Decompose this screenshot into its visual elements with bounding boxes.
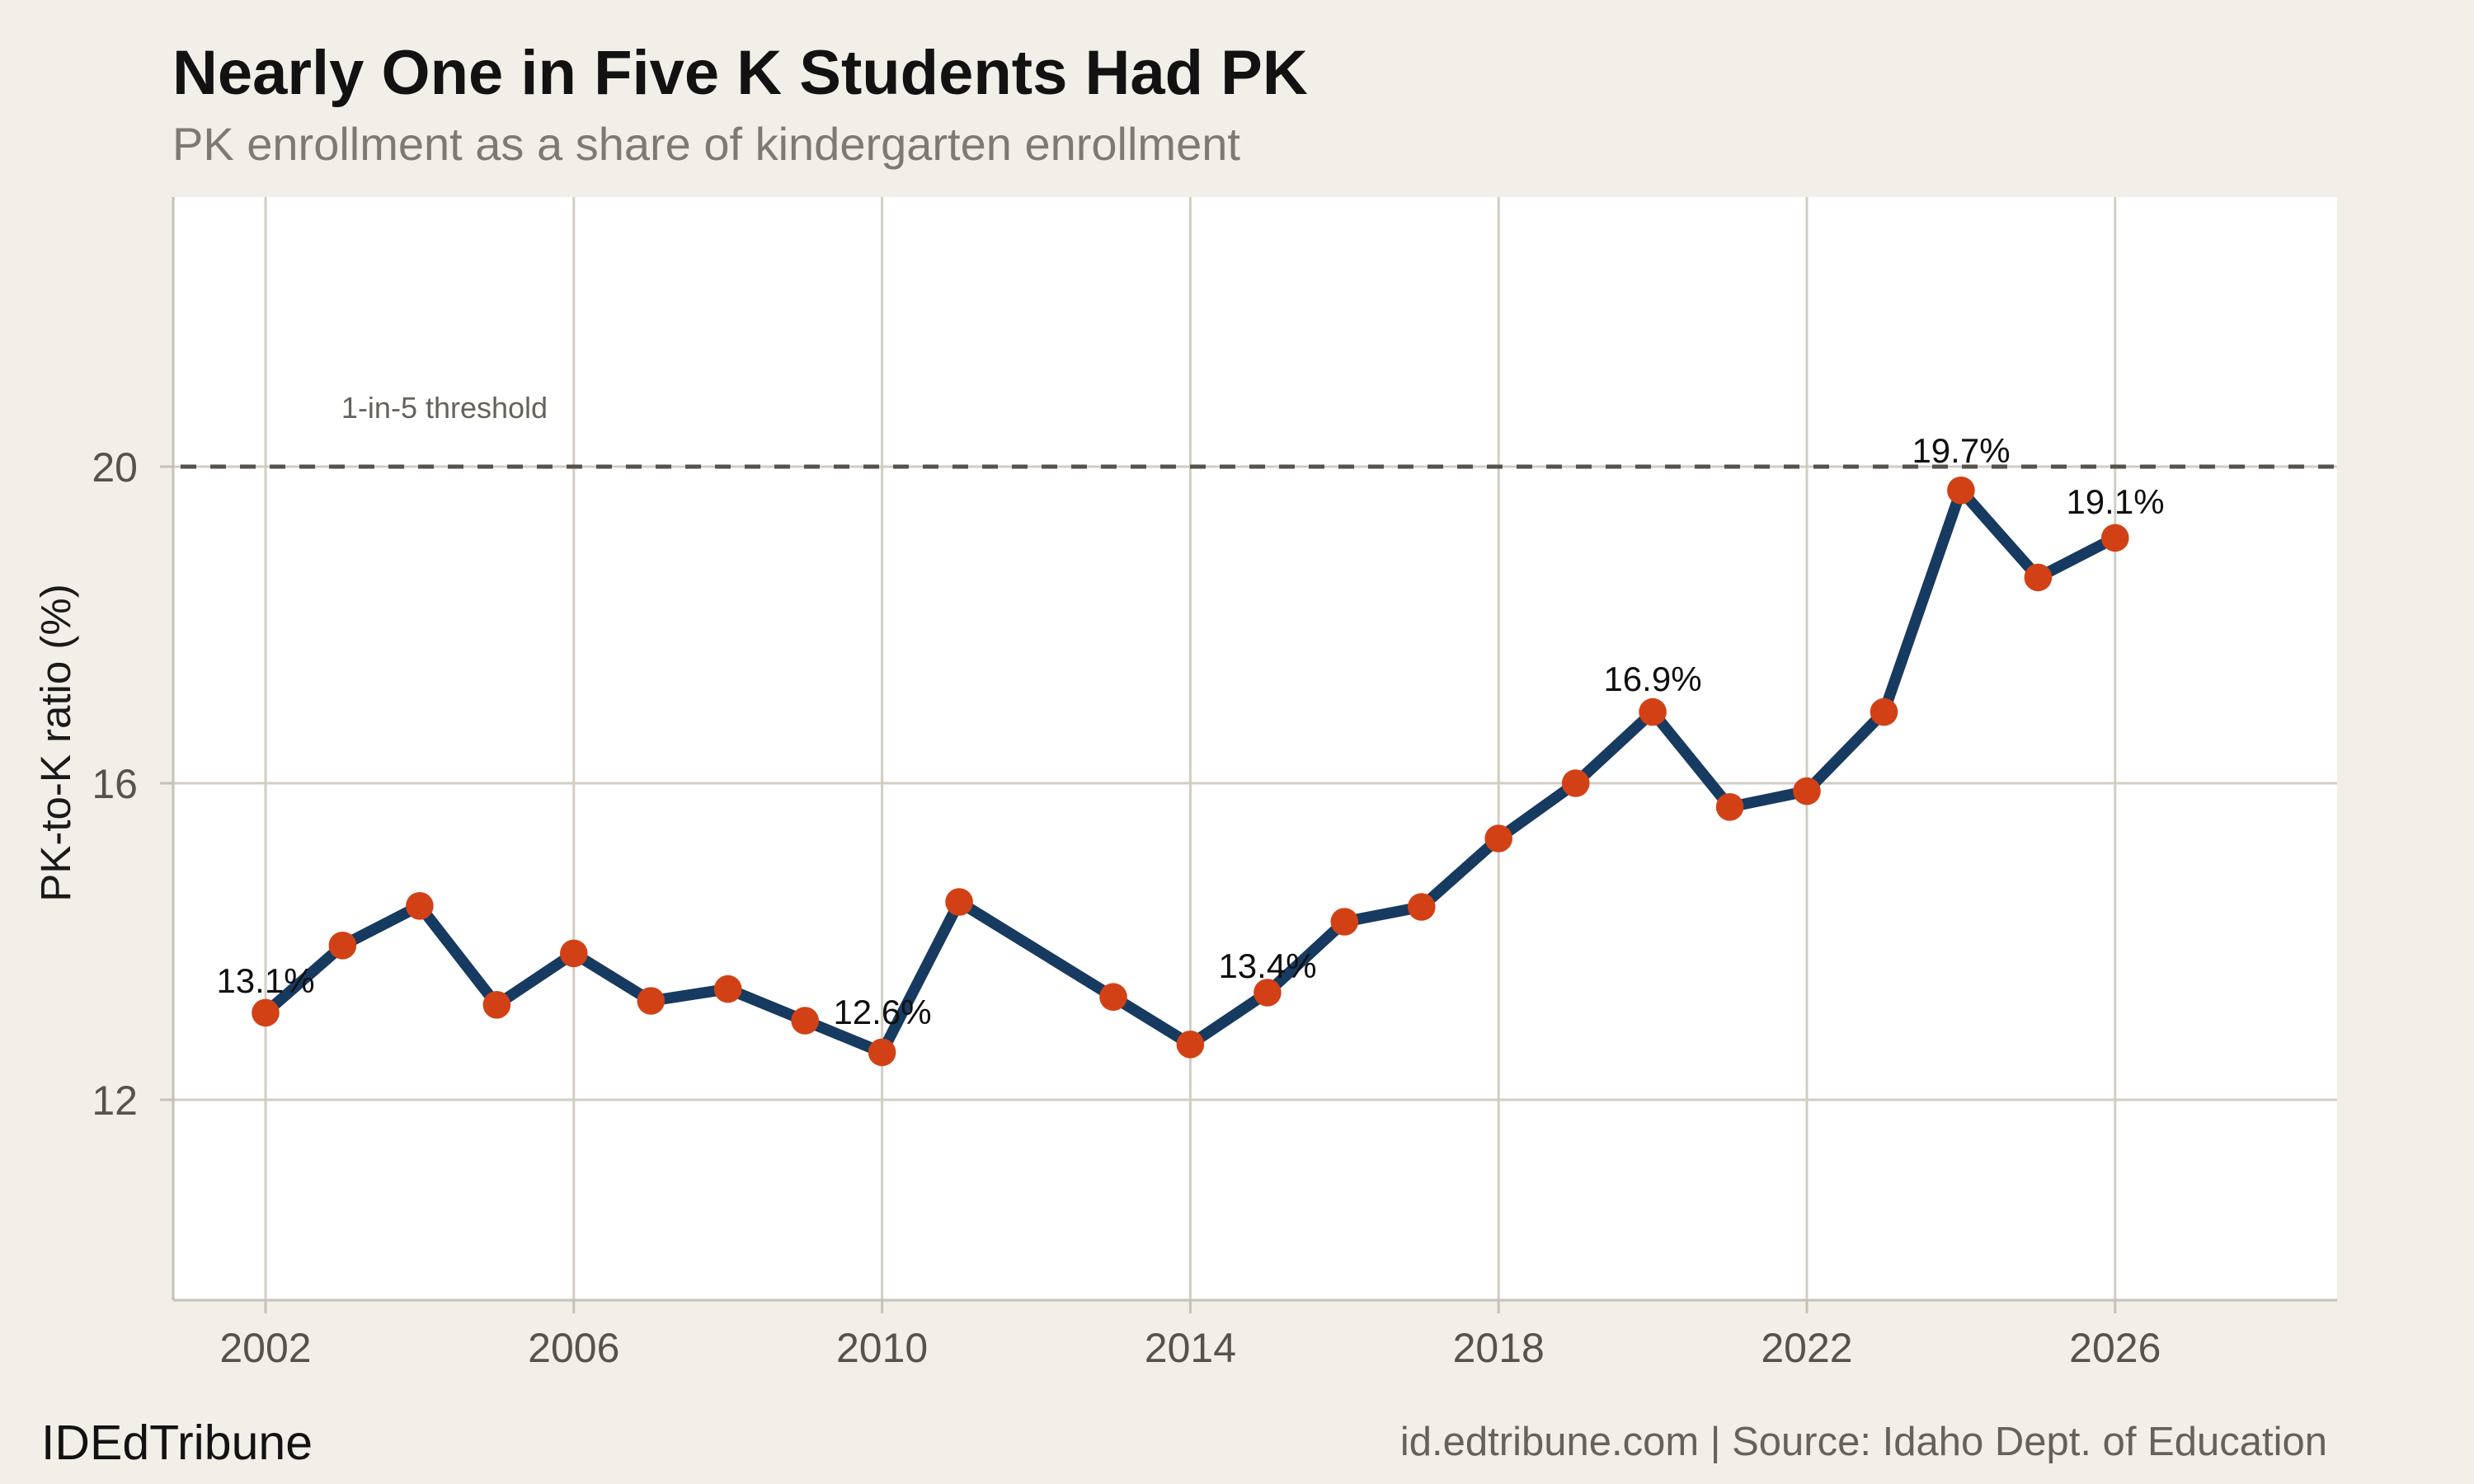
svg-text:13.1%: 13.1% — [216, 961, 314, 1000]
svg-text:20: 20 — [92, 444, 138, 491]
svg-text:12.6%: 12.6% — [833, 993, 931, 1031]
svg-text:2014: 2014 — [1145, 1325, 1236, 1371]
svg-text:16.9%: 16.9% — [1603, 660, 1701, 698]
svg-text:2002: 2002 — [219, 1325, 311, 1371]
svg-text:PK enrollment as a share of ki: PK enrollment as a share of kindergarten… — [172, 118, 1240, 170]
svg-text:2026: 2026 — [2069, 1325, 2161, 1371]
svg-text:1-in-5 threshold: 1-in-5 threshold — [341, 391, 548, 425]
svg-text:12: 12 — [92, 1078, 138, 1124]
svg-text:IDEdTribune: IDEdTribune — [41, 1416, 313, 1470]
svg-text:2006: 2006 — [528, 1325, 619, 1371]
svg-text:id.edtribune.com | Source: Ida: id.edtribune.com | Source: Idaho Dept. o… — [1400, 1420, 2327, 1464]
svg-text:2018: 2018 — [1453, 1325, 1545, 1371]
svg-text:16: 16 — [92, 761, 138, 807]
svg-text:2010: 2010 — [836, 1325, 928, 1371]
svg-text:2022: 2022 — [1761, 1325, 1852, 1371]
svg-text:19.1%: 19.1% — [2066, 482, 2164, 521]
svg-text:Nearly One in Five K Students: Nearly One in Five K Students Had PK — [172, 38, 1308, 108]
svg-text:PK-to-K ratio (%): PK-to-K ratio (%) — [32, 584, 79, 901]
svg-text:19.7%: 19.7% — [1912, 431, 2010, 470]
svg-text:13.4%: 13.4% — [1218, 946, 1316, 985]
